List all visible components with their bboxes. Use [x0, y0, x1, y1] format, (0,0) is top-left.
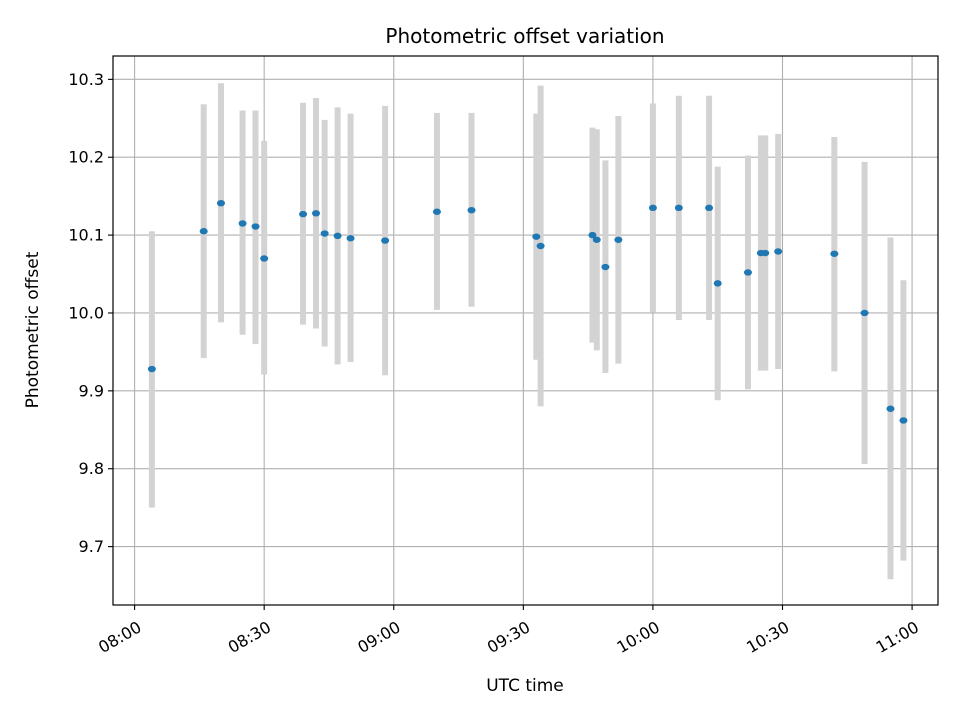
y-tick-label: 10.0 [68, 303, 104, 322]
data-point [299, 210, 308, 218]
data-point [886, 405, 895, 412]
data-point [674, 204, 683, 212]
data-points [147, 199, 908, 424]
data-point [532, 233, 541, 240]
data-point [761, 249, 770, 257]
plot-area-frame [112, 55, 939, 606]
data-point [713, 280, 722, 287]
data-point [860, 309, 869, 317]
data-point [588, 231, 597, 239]
data-point [320, 230, 329, 237]
data-point [743, 269, 752, 276]
data-point [536, 242, 545, 250]
y-tick-label: 9.8 [79, 459, 104, 478]
data-point [774, 248, 783, 255]
data-point [251, 223, 260, 230]
data-point [346, 235, 355, 242]
data-point [467, 206, 476, 214]
data-point [147, 365, 156, 373]
x-axis-label: UTC time [486, 676, 564, 696]
y-tick-label: 10.1 [68, 226, 104, 245]
data-point [216, 199, 225, 207]
data-point [601, 263, 610, 271]
y-tick-label: 9.7 [79, 537, 104, 556]
data-point [238, 220, 247, 227]
data-point [432, 208, 441, 215]
data-point [333, 232, 342, 240]
data-point [648, 204, 657, 212]
y-axis: 9.7 9.8 9.9 10.0 10.1 10.2 10.3 [68, 70, 113, 556]
data-point [830, 250, 839, 257]
y-tick-label: 10.2 [68, 148, 104, 167]
data-point [614, 236, 623, 243]
data-point [899, 417, 908, 424]
y-tick-label: 9.9 [79, 381, 104, 400]
data-point [705, 204, 714, 212]
data-point [312, 210, 321, 217]
data-point [592, 236, 601, 243]
grid [113, 56, 938, 605]
data-point [199, 228, 208, 235]
y-tick-label: 10.3 [68, 70, 104, 89]
chart-title: Photometric offset variation [385, 24, 664, 48]
data-point [260, 255, 269, 262]
y-axis-label: Photometric offset [23, 251, 43, 408]
data-point [381, 237, 390, 244]
